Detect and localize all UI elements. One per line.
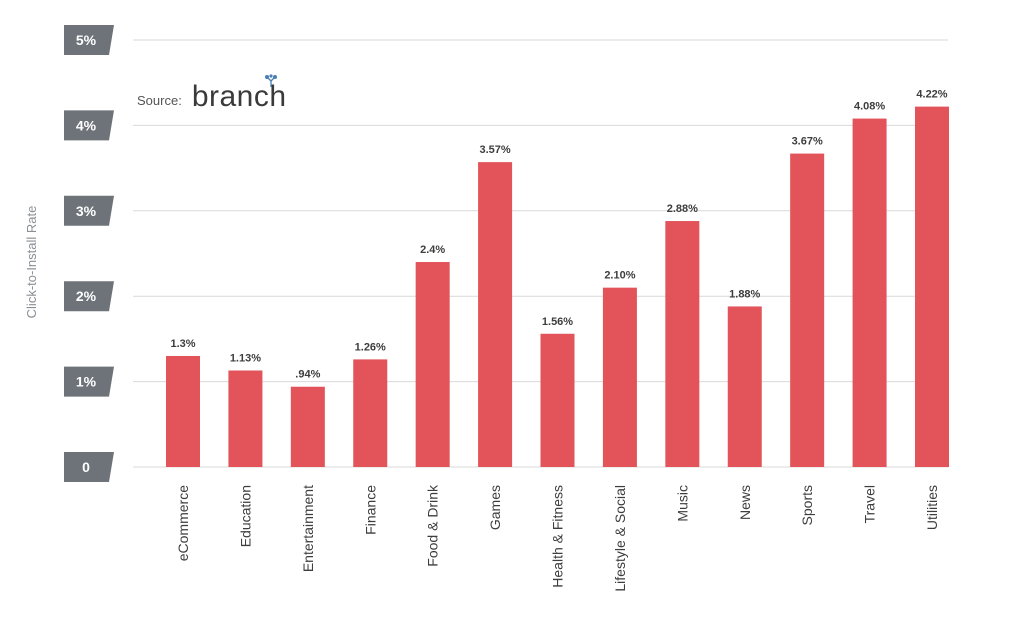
y-axis-label: Click-to-Install Rate [24,206,39,319]
x-tick-label: Entertainment [300,485,316,572]
y-tick-box [64,110,114,141]
data-label: 4.22% [916,89,947,101]
y-tick: 5% [64,25,114,55]
bar [665,221,700,467]
x-tick-label: News [737,485,753,520]
data-label: .94% [295,369,320,381]
y-tick-label: 5% [76,32,97,48]
y-tick: 2% [64,281,114,312]
x-axis-ticks: eCommerce Education Entertainment Finance Fo… [175,484,940,592]
x-tick-label: Food & Drink [425,484,441,567]
x-tick-label: Education [237,485,253,547]
x-tick-label: Finance [362,485,378,535]
y-tick: 3% [64,195,114,226]
data-label: 1.26% [355,341,386,353]
bar [852,118,887,468]
x-tick-label: eCommerce [175,485,191,561]
data-label: 1.13% [230,352,261,364]
y-axis-ticks: 0 1% 2% 3% 4% 5% [64,25,114,482]
branch-dots-icon [264,74,277,87]
y-tick-label: 1% [76,374,97,390]
y-tick: 1% [64,366,114,397]
y-tick-label: 2% [76,288,97,304]
bar [915,106,949,467]
data-label: 2.4% [420,244,445,256]
y-tick-box [64,366,114,397]
bar [353,359,388,467]
data-label: 1.56% [542,316,573,328]
y-tick-box [64,281,114,312]
y-tick-box [64,25,114,55]
x-tick-label: Games [487,485,503,530]
data-label: 2.10% [604,270,635,282]
data-label: 3.57% [479,144,510,156]
x-tick-label: Sports [799,485,815,525]
bar [727,306,762,467]
source-attribution: Source: branch [137,74,287,112]
bar [415,262,450,467]
y-tick-label: 4% [76,117,97,133]
x-tick-label: Music [674,485,690,522]
source-label: Source: [137,93,182,108]
x-tick-label: Utilities [924,485,940,530]
y-tick-label: 0 [82,459,90,475]
x-tick-label: Health & Fitness [550,485,566,588]
y-tick-label: 3% [76,203,97,219]
data-label: 1.3% [170,338,195,350]
bar [540,333,575,467]
y-tick: 0 [64,452,114,482]
x-tick-label: Lifestyle & Social [612,485,628,592]
bar [290,386,325,467]
bar [790,153,825,467]
data-label: 2.88% [667,203,698,215]
data-label: 1.88% [729,288,760,300]
data-label: 4.08% [854,101,885,113]
data-labels: 1.3% 1.13% .94% 1.26% 2.4% 3.57% 1.56% 2.10% 2.8… [170,89,947,381]
y-tick-box [64,195,114,226]
bar [228,370,263,467]
bar [166,355,200,467]
y-tick-box [64,452,114,482]
branch-logo: branch [192,74,287,112]
bar [602,287,637,467]
bars [166,106,949,468]
x-tick-label: Travel [862,485,878,523]
data-label: 3.67% [792,136,823,148]
y-tick: 4% [64,110,114,141]
bar [478,162,513,467]
